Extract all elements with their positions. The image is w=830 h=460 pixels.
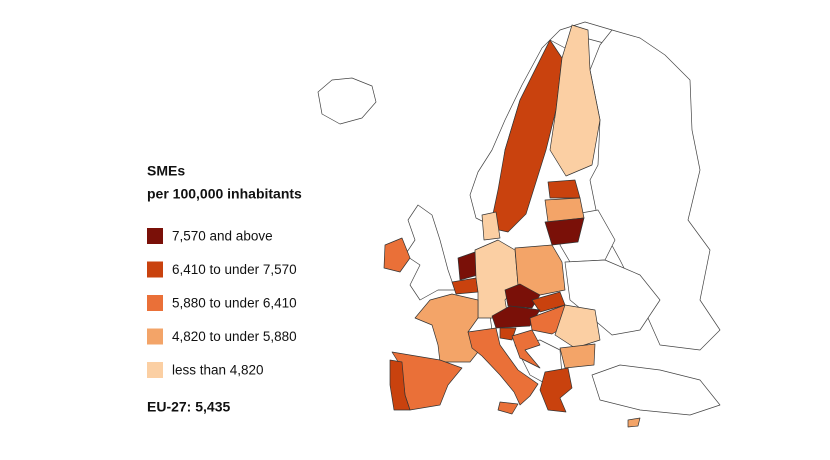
legend-label: 5,880 to under 6,410 xyxy=(172,296,297,311)
turkey xyxy=(591,364,721,416)
belgium xyxy=(451,277,479,295)
legend-swatch xyxy=(147,295,163,311)
legend-title: per 100,000 inhabitants xyxy=(147,186,302,202)
legend-swatch xyxy=(147,261,163,278)
united-kingdom xyxy=(404,204,456,301)
france xyxy=(414,293,479,363)
legend-label: 6,410 to under 7,570 xyxy=(172,262,297,277)
bulgaria xyxy=(559,343,596,369)
ireland xyxy=(383,237,411,273)
legend-title: SMEs xyxy=(147,163,185,179)
romania xyxy=(554,304,601,349)
note: EU-27: 5,435 xyxy=(147,399,230,415)
ukraine xyxy=(564,259,661,336)
portugal xyxy=(389,359,411,411)
finland xyxy=(549,24,601,177)
greece xyxy=(539,367,573,413)
cyprus xyxy=(627,417,641,428)
legend-swatch xyxy=(147,362,163,378)
denmark xyxy=(481,211,501,241)
sicily xyxy=(497,401,519,415)
map xyxy=(317,21,721,428)
iceland xyxy=(317,77,377,125)
legend-swatch xyxy=(147,228,163,244)
legend-label: less than 4,820 xyxy=(172,363,264,378)
legend-label: 4,820 to under 5,880 xyxy=(172,329,297,344)
legend-swatch xyxy=(147,328,163,345)
russia xyxy=(589,29,721,351)
legend-label: 7,570 and above xyxy=(172,229,273,244)
legend: SMEs per 100,000 inhabitants 7,570 and a… xyxy=(147,163,302,378)
croatia xyxy=(511,329,541,369)
estonia xyxy=(547,179,581,199)
italy xyxy=(467,327,539,406)
lithuania xyxy=(544,217,585,246)
